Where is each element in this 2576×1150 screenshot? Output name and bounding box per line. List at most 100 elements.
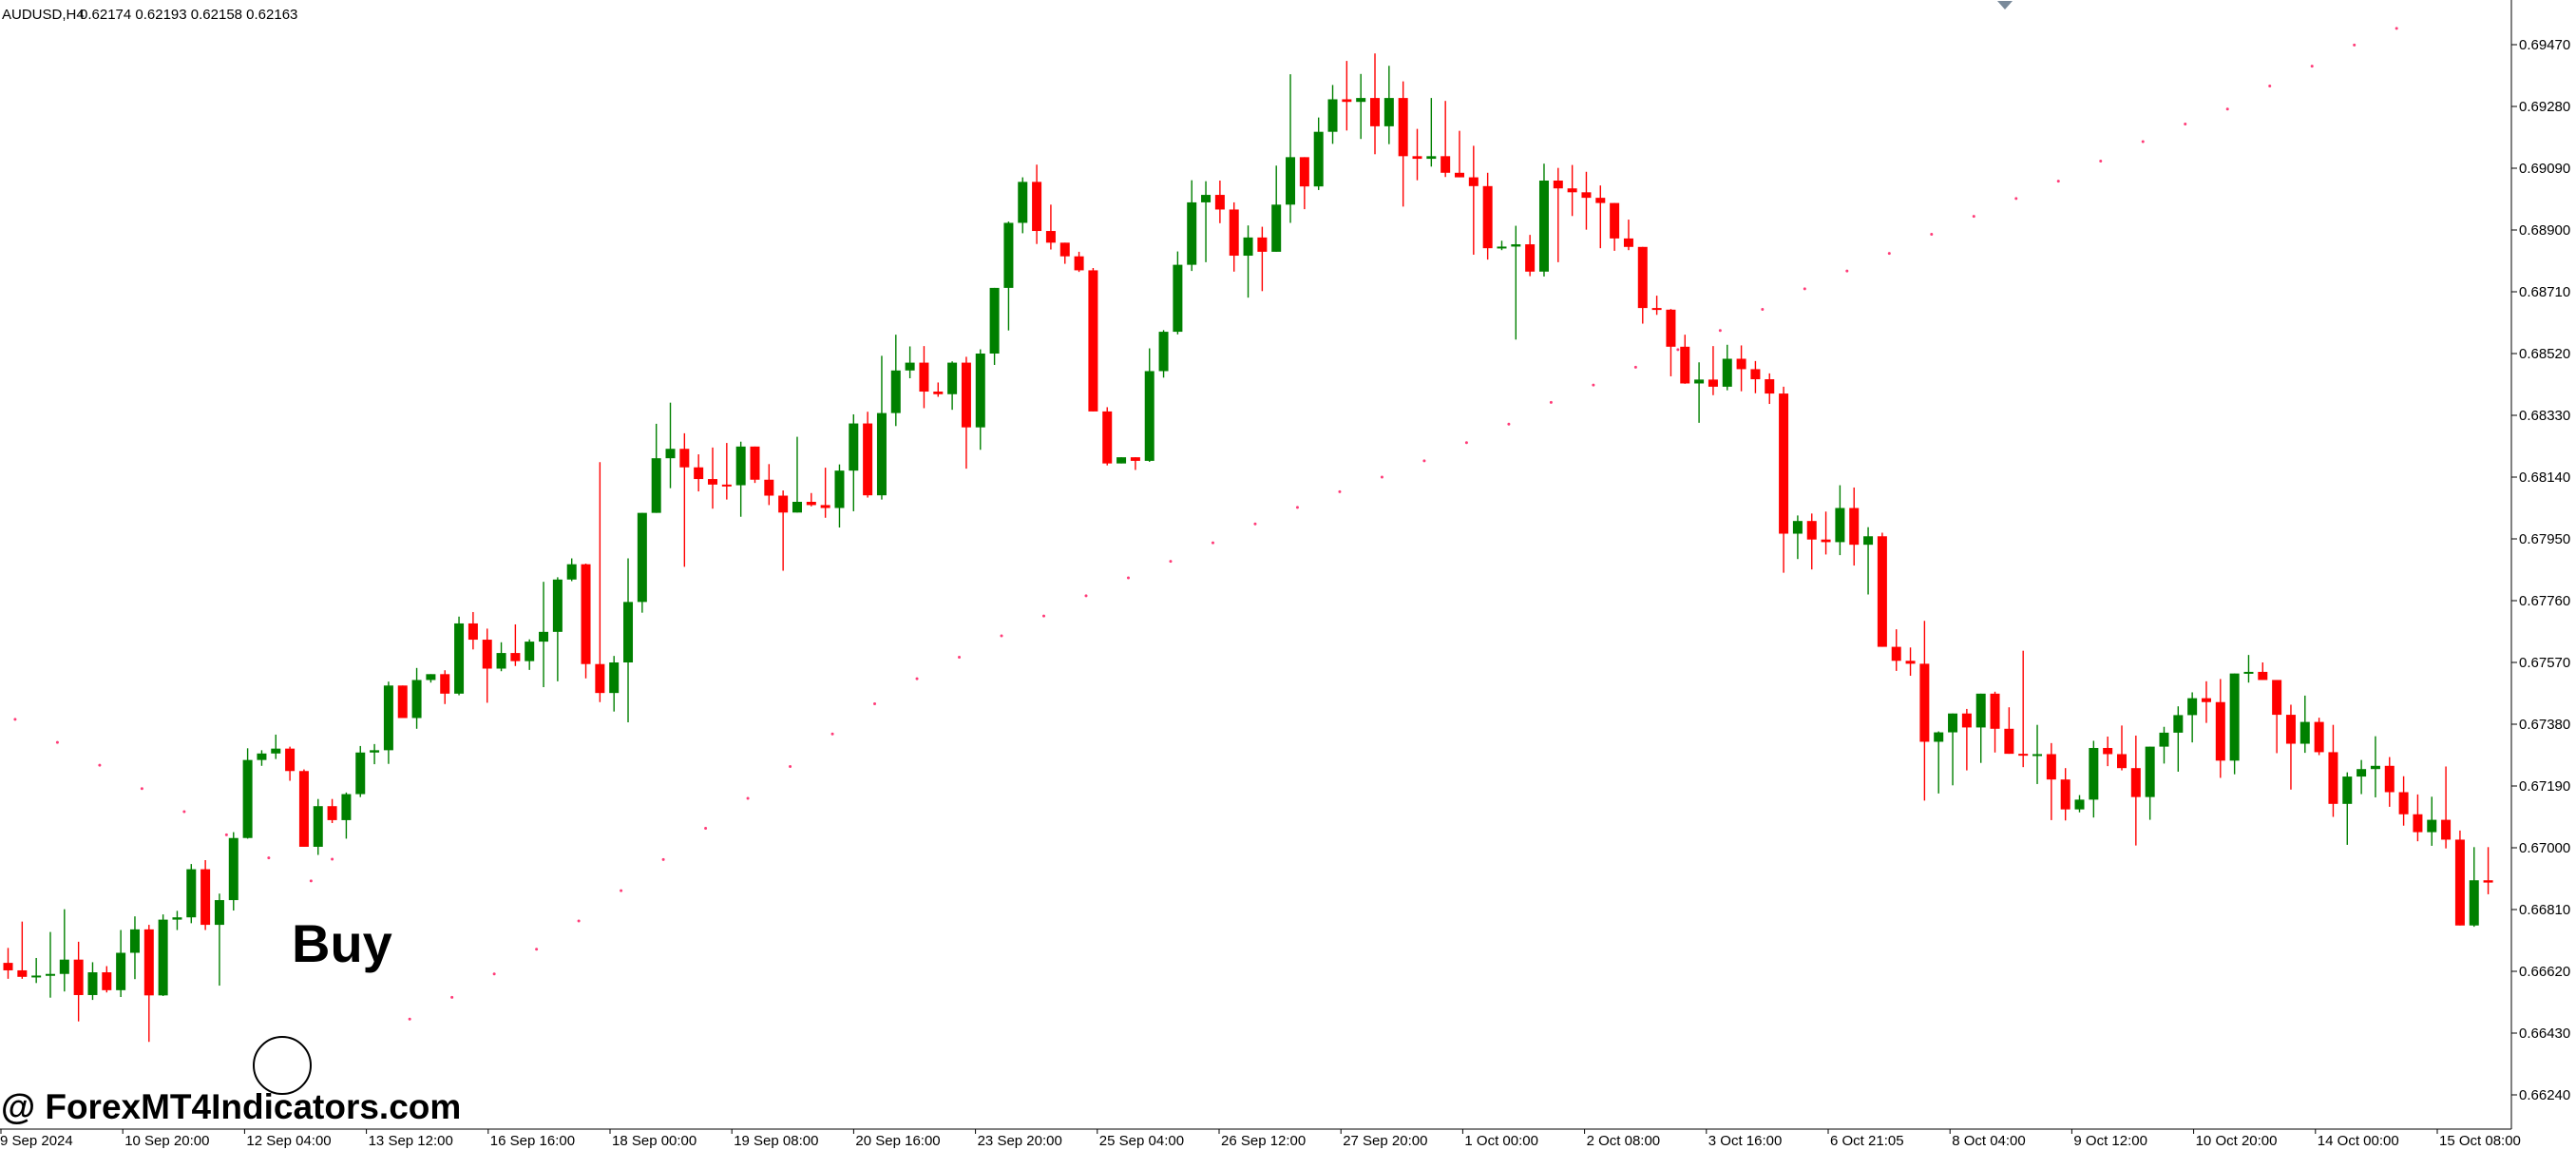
sar-dot — [2184, 122, 2187, 125]
y-tick-label: 0.68900 — [2519, 222, 2570, 239]
candle — [467, 611, 478, 650]
candle-body — [1018, 182, 1028, 223]
candle-body — [158, 919, 168, 996]
candle-body — [2159, 732, 2169, 747]
candle-body — [1750, 369, 1761, 380]
candle-body — [806, 502, 816, 506]
candle — [383, 681, 393, 764]
candle — [1779, 386, 1789, 573]
candle-body — [2046, 754, 2056, 780]
sar-dot — [2099, 159, 2103, 163]
candle — [778, 490, 789, 571]
candle — [806, 492, 816, 507]
candle — [496, 642, 506, 672]
candle-body — [1003, 222, 1014, 288]
candle — [2299, 695, 2310, 754]
candle — [1792, 515, 1803, 560]
sar-dot — [2225, 107, 2229, 111]
candle — [2159, 726, 2169, 764]
candle-body — [2441, 819, 2452, 840]
candle-body — [2243, 671, 2254, 674]
candle-body — [1342, 99, 1352, 103]
candle — [1497, 240, 1507, 251]
candle — [2285, 704, 2296, 790]
candle — [426, 674, 436, 683]
candle-body — [1849, 508, 1860, 546]
candle — [228, 832, 239, 911]
candle-body — [1497, 246, 1507, 249]
candle-body — [1383, 98, 1394, 126]
candle-body — [2103, 747, 2113, 755]
candle — [1567, 164, 1577, 217]
sar-dot — [746, 796, 750, 800]
candle-body — [2117, 754, 2127, 769]
candle-body — [1877, 536, 1887, 647]
x-tick-label: 23 Sep 20:00 — [978, 1133, 1062, 1149]
candle — [552, 577, 563, 681]
sar-dot — [1761, 307, 1765, 311]
y-tick-label: 0.67190 — [2519, 778, 2570, 795]
sar-dot — [1887, 252, 1891, 256]
sar-dot — [1464, 441, 1468, 445]
candle-body — [200, 869, 211, 926]
y-tick-label: 0.68330 — [2519, 408, 2570, 424]
candle-body — [2272, 680, 2282, 716]
candle-body — [1468, 177, 1479, 186]
candle-body — [116, 952, 126, 990]
candle-body — [2483, 880, 2493, 883]
sar-dot — [2353, 43, 2357, 47]
sar-dot — [2014, 197, 2018, 201]
y-tick-label: 0.67000 — [2519, 840, 2570, 856]
candle — [1651, 296, 1662, 316]
candle-body — [1961, 713, 1972, 728]
sar-dot — [140, 787, 143, 791]
candle — [1835, 485, 1845, 556]
candle — [341, 792, 352, 839]
candle-body — [2074, 799, 2085, 810]
chart-shift-marker-icon[interactable] — [1997, 1, 2013, 10]
sar-dot — [492, 972, 496, 976]
candle-body — [2089, 747, 2099, 800]
candle-body — [609, 662, 620, 694]
candle — [820, 468, 830, 518]
candle-body — [665, 449, 676, 459]
candle — [1468, 145, 1479, 255]
candle-body — [1722, 358, 1732, 387]
candle-body — [637, 512, 647, 603]
candle — [31, 957, 42, 984]
candle-body — [2201, 698, 2211, 702]
candle — [2272, 680, 2282, 754]
sar-dot — [1295, 506, 1299, 509]
x-tick-label: 26 Sep 12:00 — [1221, 1133, 1306, 1149]
candle — [2117, 725, 2127, 771]
candle — [595, 462, 605, 702]
candle — [890, 335, 901, 427]
sar-dot — [1633, 365, 1637, 369]
candle — [1018, 177, 1028, 234]
candle — [2173, 706, 2184, 772]
candle-body — [834, 470, 845, 508]
candle — [2384, 757, 2395, 807]
sar-dot — [620, 889, 623, 892]
candle-body — [510, 653, 521, 661]
x-tick-label: 10 Oct 20:00 — [2196, 1133, 2278, 1149]
candle — [2398, 776, 2409, 826]
candle-body — [1243, 237, 1253, 257]
header-symbol: AUDUSD,H4 — [2, 7, 85, 23]
y-tick-label: 0.67380 — [2519, 717, 2570, 733]
candle-body — [2427, 819, 2437, 833]
y-tick-label: 0.69470 — [2519, 37, 2570, 53]
candle-body — [397, 685, 408, 719]
candle — [143, 925, 154, 1043]
candle — [623, 558, 634, 722]
sar-dot — [535, 948, 539, 951]
candle-body — [905, 362, 915, 371]
candle — [186, 864, 197, 924]
candle — [1610, 202, 1620, 251]
x-tick-label: 1 Oct 00:00 — [1464, 1133, 1538, 1149]
candle-body — [750, 446, 760, 480]
candle — [1412, 128, 1422, 181]
candle — [947, 361, 958, 411]
candle-body — [1370, 98, 1381, 126]
